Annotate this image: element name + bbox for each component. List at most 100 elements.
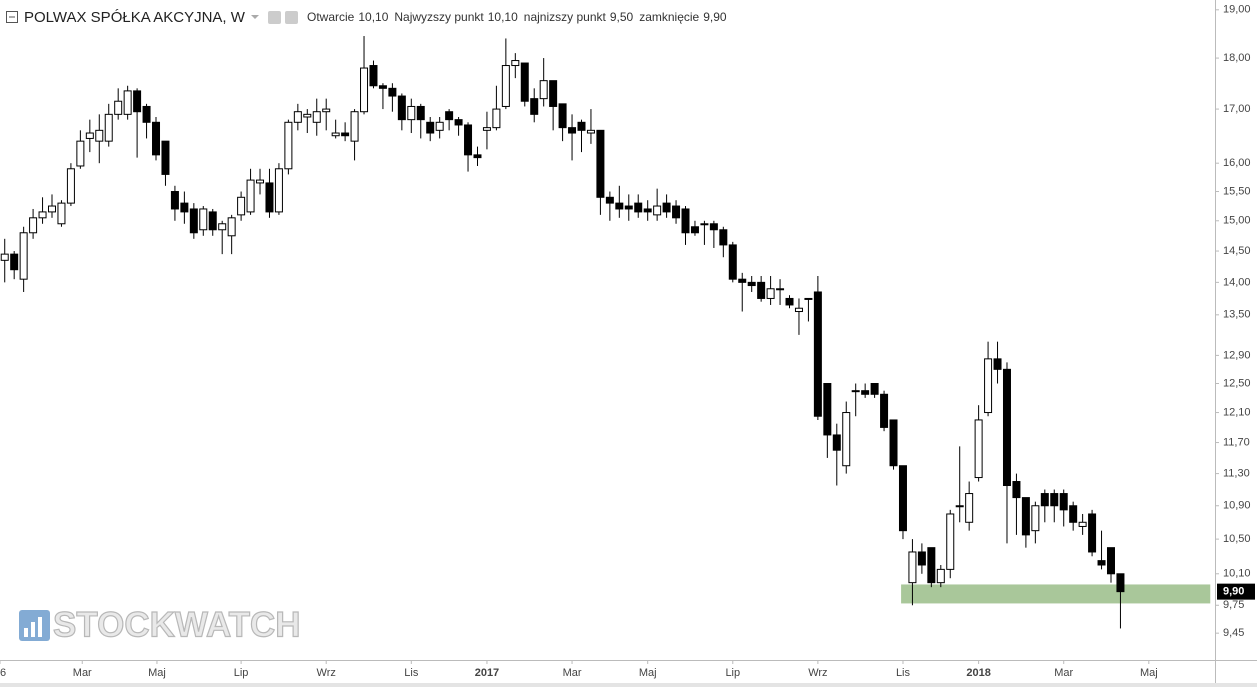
candle-body [66,168,75,204]
candle-body [568,127,577,134]
candle-body [520,62,529,102]
candle-body [955,505,964,508]
candle-body [709,223,718,231]
candle-body [738,278,747,283]
candle-body [530,98,539,115]
y-tick-label: 12,50 [1223,377,1251,389]
y-tick-label: 10,50 [1223,533,1251,545]
last-price-box [1217,583,1255,600]
y-tick-label: 13,50 [1223,309,1251,321]
collapse-icon[interactable] [6,11,18,23]
x-tick-label: Lip [725,667,740,679]
candle-body [208,211,217,231]
x-tick-label: 2017 [475,667,499,679]
watermark-text: STOCKWATCH [53,605,301,644]
header: POLWAX SPÓŁKA AKCYJNA, W Otwarcie 10,10 Na… [6,9,727,26]
settings-icon[interactable] [285,11,298,24]
candle-body [360,67,369,113]
candle-body [861,390,870,395]
candle-body [378,85,387,89]
x-tick-label: Lis [896,667,911,679]
x-tick-label: Lip [234,667,249,679]
candle-body [284,121,293,170]
watermark-logo-bar [24,628,28,637]
candle-body [813,291,822,417]
y-tick-label: 12,90 [1223,349,1251,361]
candle-body [1012,481,1021,499]
candle-body [898,465,907,532]
candle-body [246,179,255,213]
candle-body [19,232,28,280]
y-tick-label: 11,70 [1223,436,1250,448]
candle-body [180,202,189,213]
candle-body [596,129,605,198]
candle-body [1040,493,1049,507]
x-tick-label: Maj [639,667,657,679]
candle-body [757,281,766,299]
candle-body [123,90,132,115]
candle-body [1116,573,1125,593]
candle-body [57,202,66,225]
candle-body [643,208,652,213]
chart-title: POLWAX SPÓŁKA AKCYJNA, W [24,9,246,26]
dropdown-icon[interactable] [251,15,259,19]
y-tick-label: 10,10 [1223,568,1251,580]
watermark-logo-bar [38,617,42,637]
y-tick-label: 12,10 [1223,406,1251,418]
candle-body [804,297,813,300]
x-tick-label: Mar [73,667,92,679]
candle-body [104,113,113,142]
candle-body [1002,368,1011,487]
candle-body [851,390,860,393]
candle-body [435,121,444,131]
candle-body [426,121,435,134]
candle-body [256,179,265,184]
ohlc-name: zamknięcie [639,10,699,24]
settings-icon[interactable] [268,11,281,24]
candle-body [1050,493,1059,507]
candle-body [794,307,803,313]
candle-body [331,132,340,137]
candle-body [662,202,671,213]
candle-body [719,229,728,246]
candle-body [482,127,491,131]
candle-body [511,60,520,67]
candle-body [416,105,425,121]
candle-body [189,208,198,234]
y-tick-label: 17,00 [1223,103,1251,115]
x-tick-label: Mar [1054,667,1073,679]
candle-body [142,105,151,123]
ohlc-value: 10,10 [358,10,388,24]
candle-body [908,551,917,584]
x-tick-label: Maj [1140,667,1158,679]
candle-body [293,111,302,123]
candle-body [1106,547,1115,575]
candle-body [473,154,482,159]
candle-body [624,205,633,210]
x-tick-label: 16 [0,667,6,679]
candle-body [350,111,359,142]
candle-body [605,196,614,204]
candle-body [199,208,208,231]
candle-body [237,196,246,216]
y-tick-label: 19,00 [1223,4,1251,16]
candle-body [341,132,350,137]
candle-body [445,111,454,121]
candle-body [653,205,662,216]
candle-body [161,140,170,175]
candle-body [454,119,463,126]
candle-body [95,129,104,142]
candle-body [274,168,283,213]
x-tick-label: Wrz [317,667,336,679]
candle-body [586,129,595,134]
candle-body [927,547,936,584]
candle-body [29,217,38,234]
candle-body [917,551,926,566]
candle-body [1069,505,1078,523]
candle-body [170,191,179,210]
y-tick-label: 10,90 [1223,500,1251,512]
candle-body [152,121,161,156]
candle-body [38,211,47,219]
candle-body [936,568,945,584]
ohlc-name: Otwarcie [307,10,355,24]
